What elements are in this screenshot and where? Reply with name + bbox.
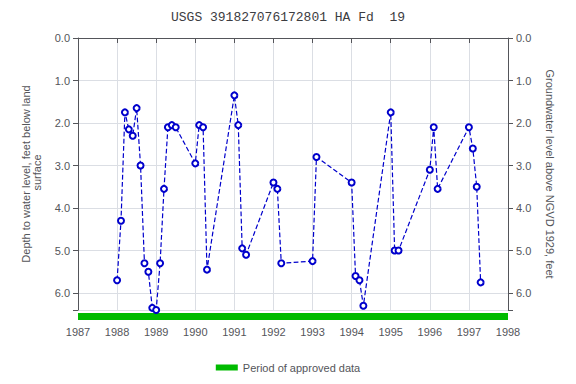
svg-text:1997: 1997 — [457, 326, 481, 338]
svg-text:1990: 1990 — [183, 326, 207, 338]
svg-text:6.0: 6.0 — [516, 287, 531, 299]
svg-text:1.0: 1.0 — [55, 75, 70, 87]
svg-text:1988: 1988 — [105, 326, 129, 338]
svg-text:5.0: 5.0 — [516, 245, 531, 257]
svg-text:Period of approved data: Period of approved data — [243, 362, 361, 374]
svg-text:surface: surface — [31, 154, 43, 193]
svg-text:6.0: 6.0 — [55, 287, 70, 299]
svg-text:1998: 1998 — [496, 326, 520, 338]
svg-text:1993: 1993 — [300, 326, 324, 338]
svg-text:1995: 1995 — [378, 326, 402, 338]
svg-text:1991: 1991 — [222, 326, 246, 338]
svg-text:1987: 1987 — [66, 326, 90, 338]
svg-text:Depth to water level, feet bel: Depth to water level, feet below land — [19, 85, 32, 263]
svg-text:3.0: 3.0 — [516, 160, 531, 172]
svg-text:2.0: 2.0 — [516, 117, 531, 129]
svg-text:1996: 1996 — [418, 326, 442, 338]
svg-text:USGS 391827076172801 HA Fd 19: USGS 391827076172801 HA Fd 19 — [171, 10, 405, 25]
svg-text:5.0: 5.0 — [55, 245, 70, 257]
svg-text:1.0: 1.0 — [516, 75, 531, 87]
svg-text:1994: 1994 — [339, 326, 363, 338]
svg-text:0.0: 0.0 — [516, 32, 531, 44]
svg-text:4.0: 4.0 — [55, 202, 70, 214]
svg-text:1992: 1992 — [261, 326, 285, 338]
svg-text:0.0: 0.0 — [55, 32, 70, 44]
svg-text:Groundwater level above NGVD 1: Groundwater level above NGVD 1929, feet — [544, 69, 556, 278]
svg-text:3.0: 3.0 — [55, 160, 70, 172]
svg-text:4.0: 4.0 — [516, 202, 531, 214]
svg-text:2.0: 2.0 — [55, 117, 70, 129]
svg-text:1989: 1989 — [144, 326, 168, 338]
